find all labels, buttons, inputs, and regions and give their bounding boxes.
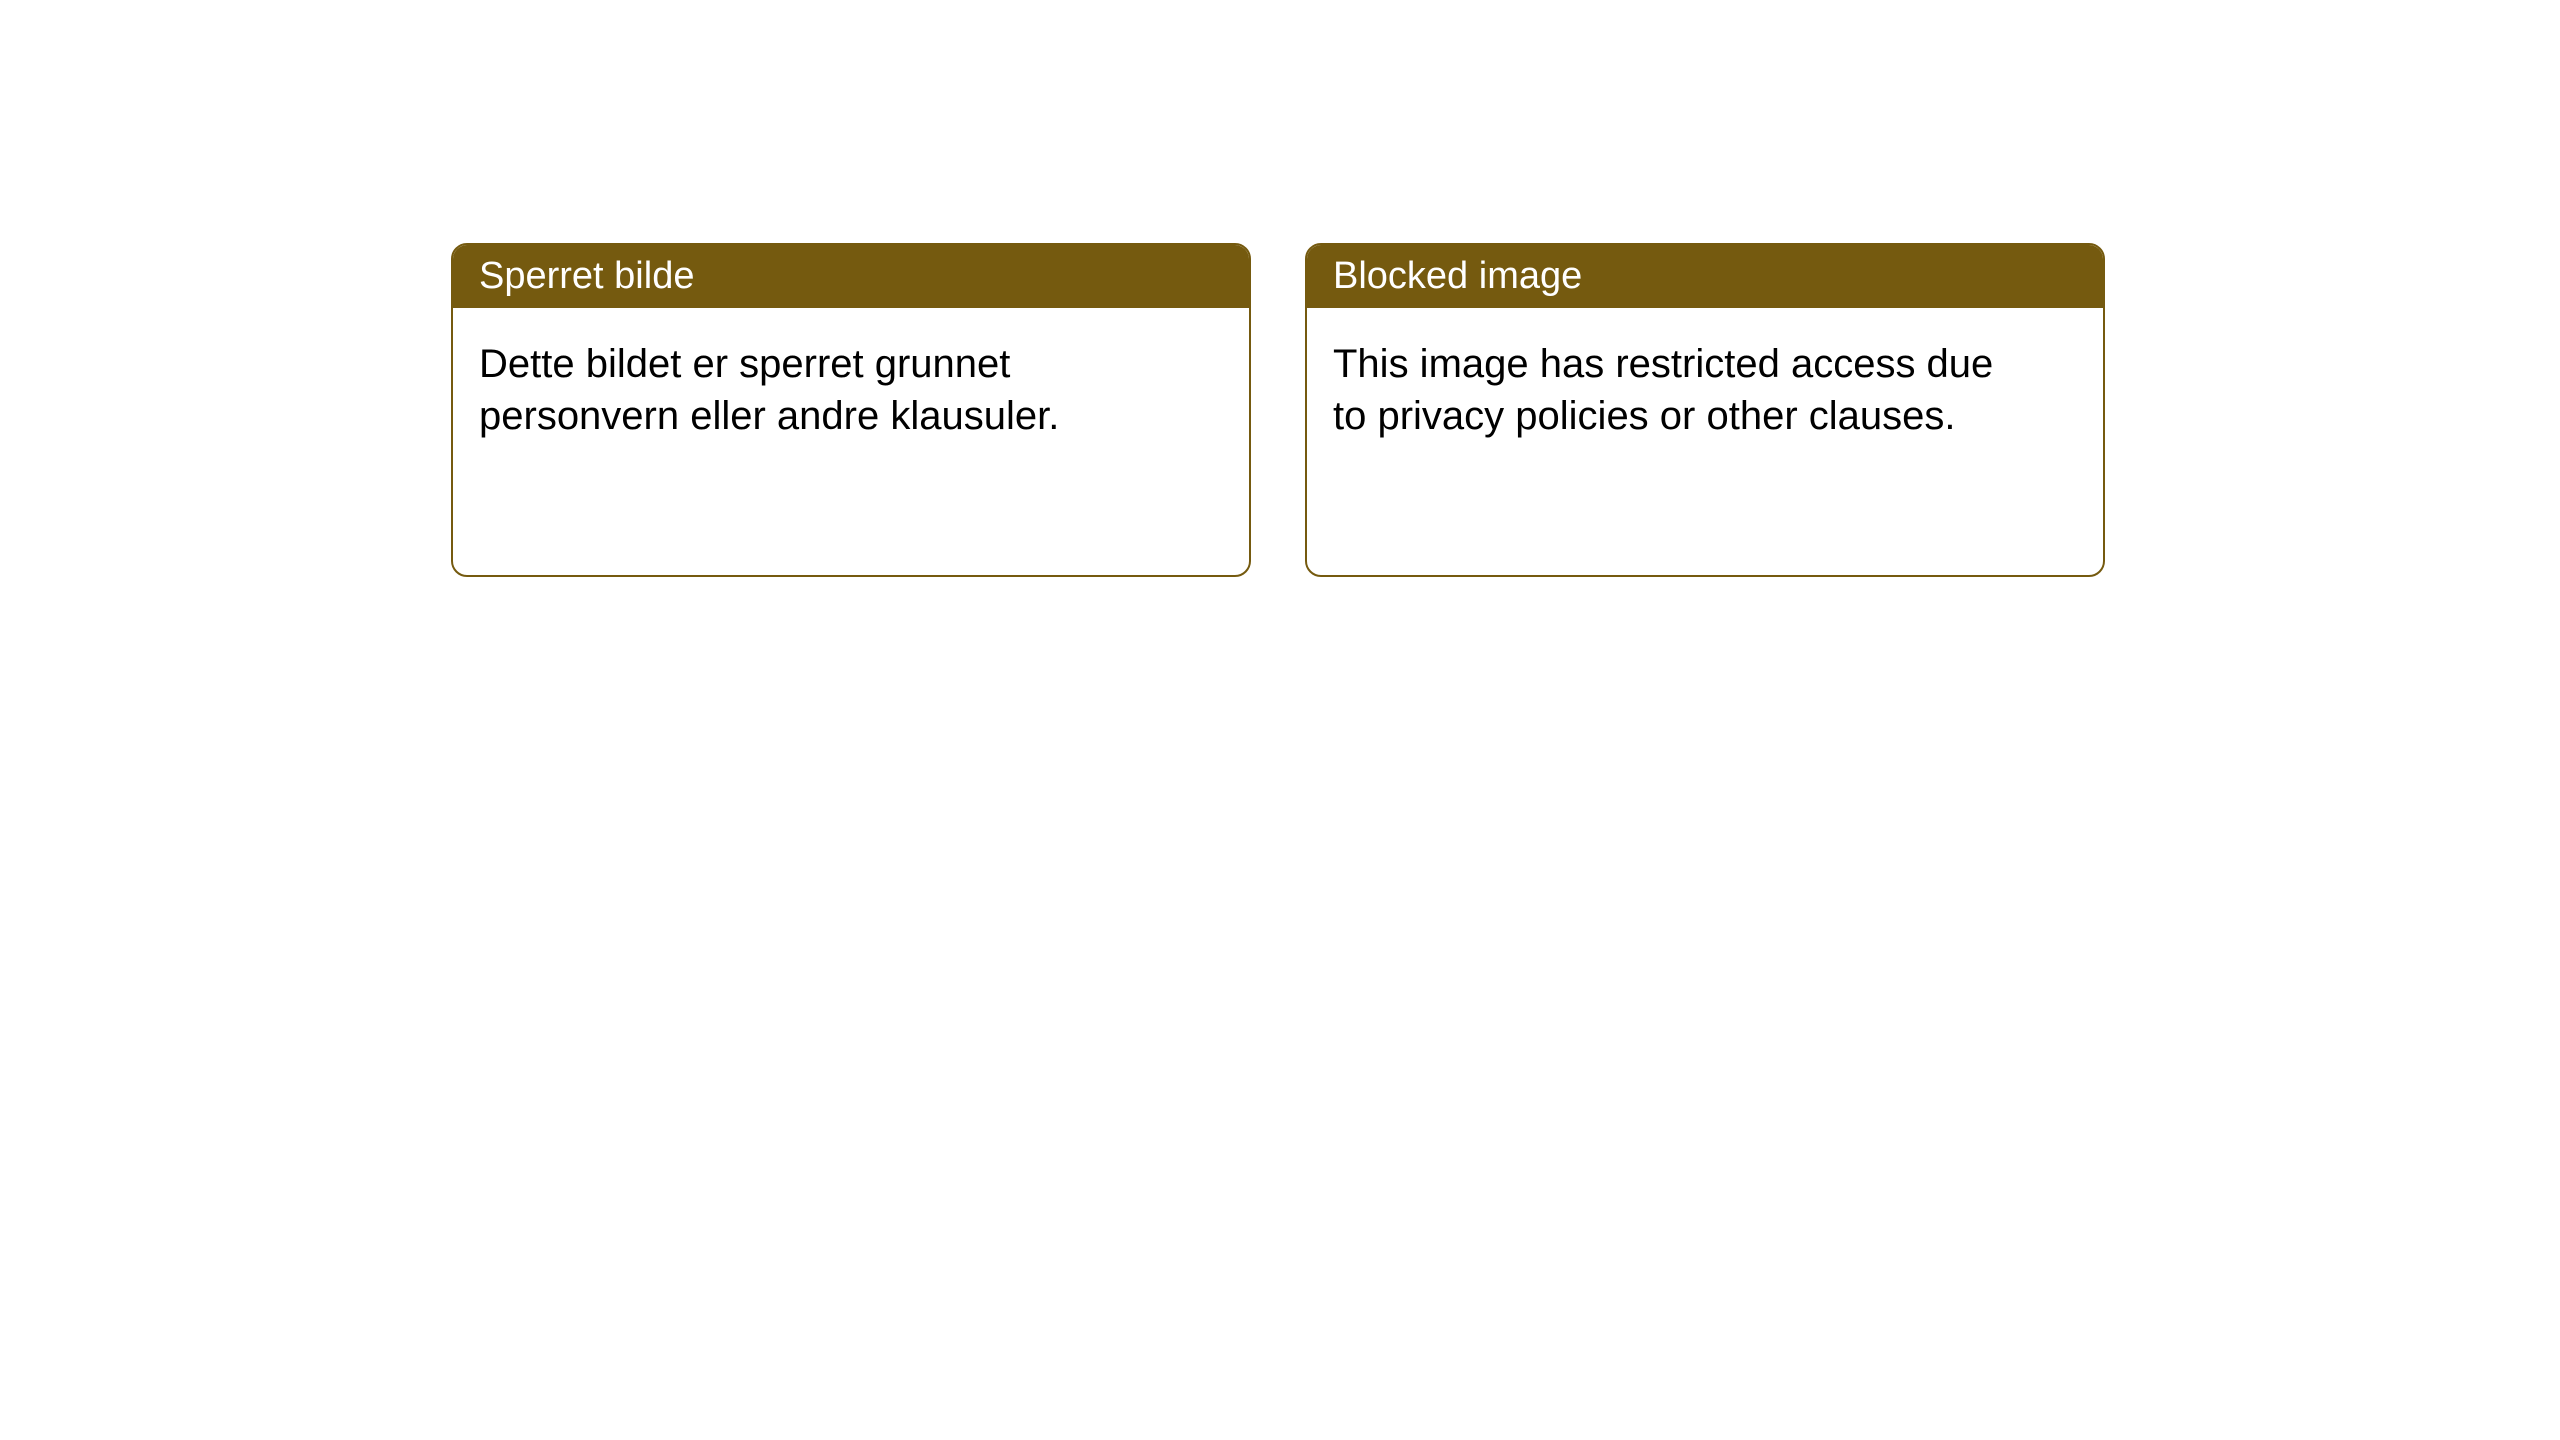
notice-card-body: This image has restricted access due to … [1307,308,2103,575]
notice-card-norwegian: Sperret bilde Dette bildet er sperret gr… [451,243,1251,577]
notice-card-message: Dette bildet er sperret grunnet personve… [479,338,1159,442]
notice-card-title: Blocked image [1333,255,1582,297]
notice-container: Sperret bilde Dette bildet er sperret gr… [451,243,2105,577]
notice-card-title: Sperret bilde [479,255,694,297]
notice-card-body: Dette bildet er sperret grunnet personve… [453,308,1249,575]
notice-card-message: This image has restricted access due to … [1333,338,2013,442]
notice-card-english: Blocked image This image has restricted … [1305,243,2105,577]
notice-card-header: Blocked image [1307,245,2103,308]
notice-card-header: Sperret bilde [453,245,1249,308]
